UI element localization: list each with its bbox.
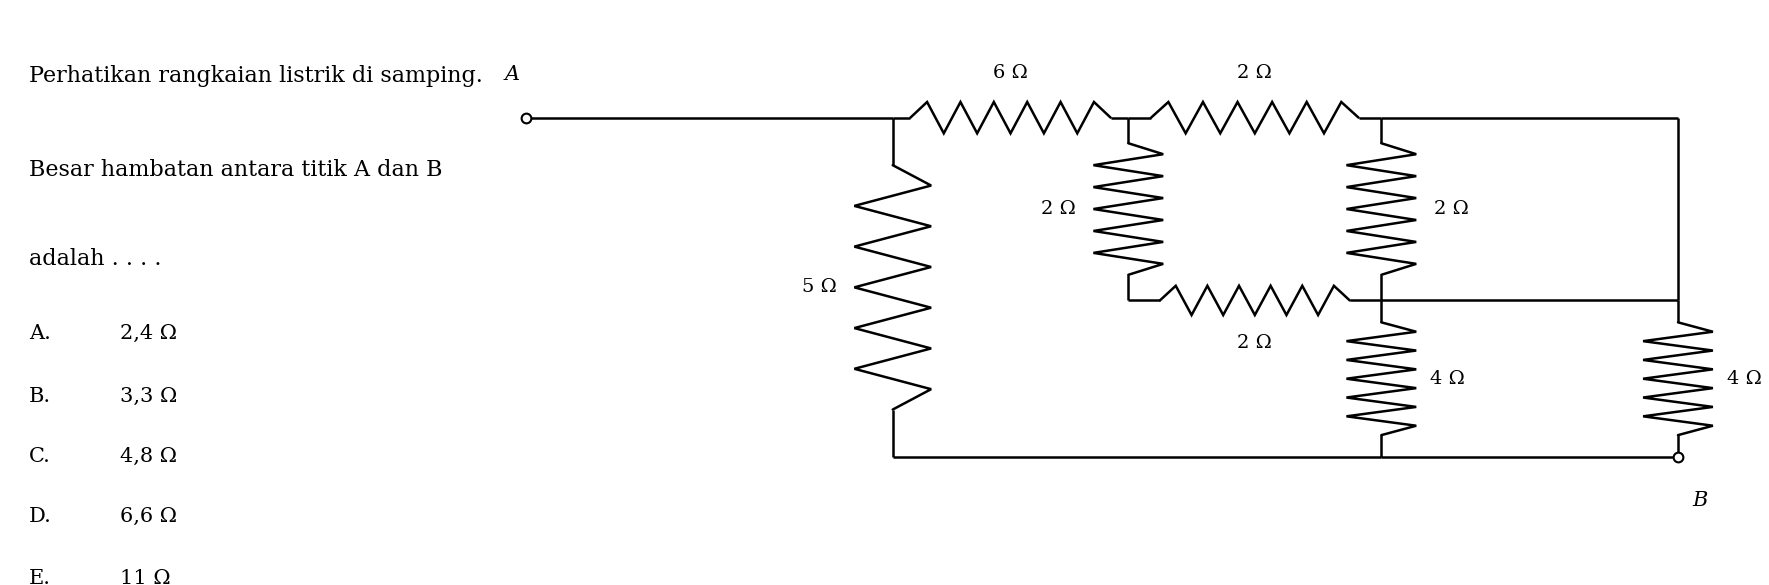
Text: B.: B. [28, 387, 51, 405]
Text: 2 Ω: 2 Ω [1237, 64, 1272, 82]
Text: 2,4 Ω: 2,4 Ω [120, 324, 177, 343]
Text: B: B [1691, 491, 1707, 510]
Text: C.: C. [28, 446, 51, 466]
Text: D.: D. [28, 507, 51, 526]
Text: 2 Ω: 2 Ω [1237, 335, 1272, 352]
Text: E.: E. [28, 569, 51, 585]
Text: Perhatikan rangkaian listrik di samping.: Perhatikan rangkaian listrik di samping. [28, 66, 483, 87]
Text: 5 Ω: 5 Ω [801, 278, 837, 297]
Text: 4,8 Ω: 4,8 Ω [120, 446, 177, 466]
Text: 4 Ω: 4 Ω [1429, 370, 1465, 388]
Text: A.: A. [28, 324, 51, 343]
Text: 2 Ω: 2 Ω [1042, 200, 1076, 218]
Text: 11 Ω: 11 Ω [120, 569, 170, 585]
Text: Besar hambatan antara titik A dan B: Besar hambatan antara titik A dan B [28, 160, 442, 181]
Text: 4 Ω: 4 Ω [1727, 370, 1762, 388]
Text: A: A [504, 65, 520, 84]
Text: 2 Ω: 2 Ω [1433, 200, 1468, 218]
Text: 6,6 Ω: 6,6 Ω [120, 507, 177, 526]
Text: 6 Ω: 6 Ω [992, 64, 1028, 82]
Text: adalah . . . .: adalah . . . . [28, 248, 161, 270]
Text: 3,3 Ω: 3,3 Ω [120, 387, 177, 405]
